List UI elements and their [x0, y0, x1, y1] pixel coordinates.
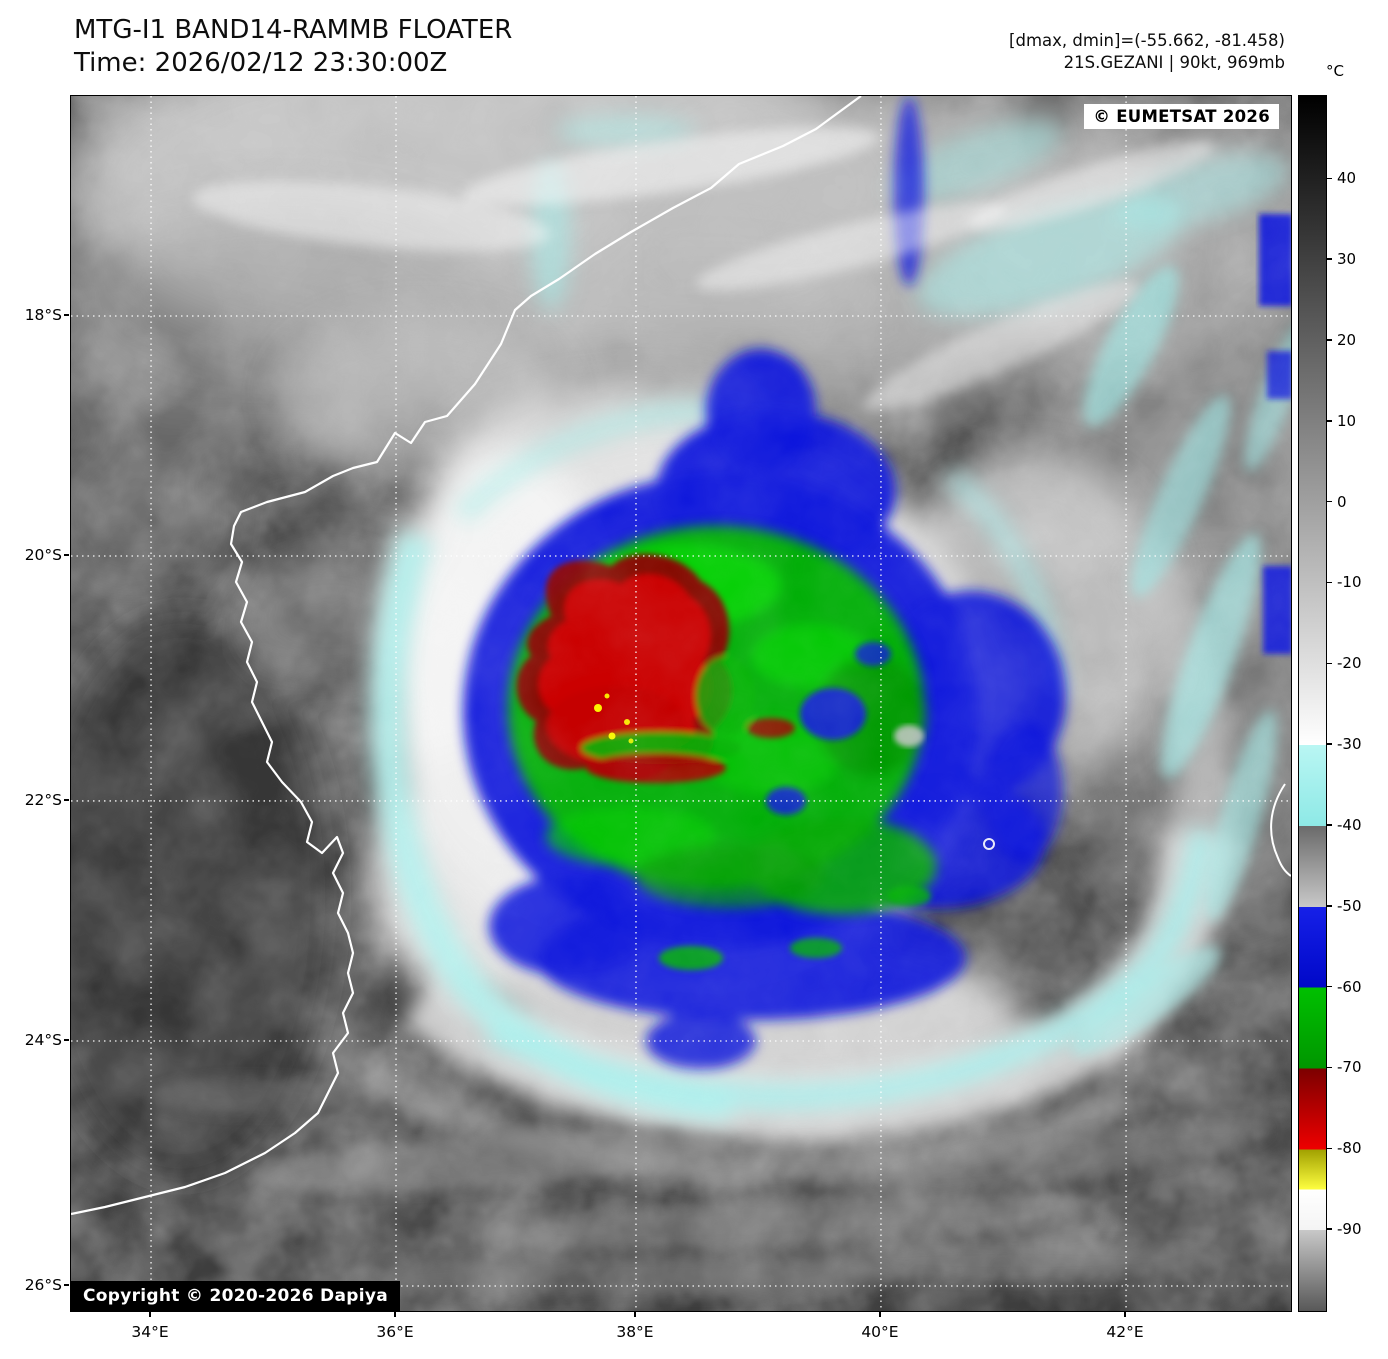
lat-tick-label: 24°S	[24, 1031, 62, 1050]
lon-tick-label: 42°E	[1106, 1323, 1144, 1341]
colorbar-unit-label: °C	[1326, 62, 1344, 80]
lon-tick-label: 34°E	[131, 1323, 169, 1341]
colorbar-tick-label: -60	[1337, 977, 1362, 996]
lon-tick-mark	[1124, 1312, 1126, 1317]
colorbar-tick-label: -40	[1337, 815, 1362, 834]
lon-tick-mark	[394, 1312, 396, 1317]
colorbar-tick-mark	[1327, 662, 1332, 665]
colorbar-tick-mark	[1327, 258, 1332, 260]
colorbar-tick-label: 10	[1337, 411, 1357, 430]
product-title: MTG-I1 BAND14-RAMMB FLOATER	[74, 15, 513, 45]
colorbar-tick-mark	[1327, 743, 1332, 745]
product-timestamp: Time: 2026/02/12 23:30:00Z	[74, 47, 448, 78]
colorbar-tick-label: -50	[1337, 896, 1362, 915]
colorbar-tick-label: -90	[1337, 1220, 1362, 1239]
colorbar-tick-mark	[1327, 985, 1332, 988]
madagascar-coastline	[1270, 783, 1291, 877]
meta-block: [dmax, dmin]=(-55.662, -81.458) 21S.GEZA…	[1009, 30, 1285, 75]
center-fix-marker	[983, 838, 995, 850]
lat-tick-label: 22°S	[24, 790, 62, 809]
dmax-dmin-readout: [dmax, dmin]=(-55.662, -81.458)	[1009, 31, 1285, 50]
satellite-image-panel: © EUMETSAT 2026 Copyright © 2020-2026 Da…	[70, 95, 1292, 1312]
dapiya-copyright-badge: Copyright © 2020-2026 Dapiya	[71, 1281, 400, 1311]
colorbar-tick-mark	[1327, 581, 1332, 584]
colorbar-tick-label: -70	[1337, 1058, 1362, 1077]
colorbar-tick-mark	[1327, 905, 1332, 907]
lat-tick-mark	[64, 799, 69, 801]
storm-readout: 21S.GEZANI | 90kt, 969mb	[1063, 53, 1285, 73]
lon-tick-mark	[149, 1312, 151, 1317]
colorbar-tick-label: -20	[1337, 654, 1362, 673]
lon-tick-label: 38°E	[616, 1323, 654, 1341]
colorbar-tick-label: -10	[1337, 573, 1362, 592]
lat-tick-label: 26°S	[24, 1275, 62, 1294]
lon-tick-label: 40°E	[861, 1323, 899, 1341]
colorbar-tick-label: -30	[1337, 735, 1362, 754]
latlon-gridlines	[71, 96, 1291, 1311]
lon-tick-mark	[634, 1312, 636, 1317]
eumetsat-copyright-badge: © EUMETSAT 2026	[1084, 104, 1279, 129]
lat-tick-mark	[64, 554, 69, 556]
lat-tick-label: 18°S	[24, 306, 62, 325]
satellite-scene	[71, 96, 1291, 1311]
colorbar-tick-mark	[1327, 1147, 1332, 1150]
colorbar-tick-mark	[1327, 1066, 1332, 1069]
colorbar-tick-mark	[1327, 339, 1332, 341]
colorbar-tick-label: 20	[1337, 330, 1357, 349]
colorbar-tick-label: 30	[1337, 250, 1357, 269]
title-block: MTG-I1 BAND14-RAMMB FLOATER Time: 2026/0…	[74, 14, 512, 80]
cloud-texture-overlay	[71, 96, 1291, 1311]
lon-tick-mark	[879, 1312, 881, 1317]
lat-tick-mark	[64, 1284, 69, 1286]
lon-tick-label: 36°E	[376, 1323, 414, 1341]
lat-tick-mark	[64, 1039, 69, 1041]
colorbar-tick-mark	[1327, 420, 1332, 422]
colorbar-tick-mark	[1327, 500, 1332, 503]
colorbar-tick-label: 0	[1337, 492, 1347, 511]
colorbar-tick-mark	[1327, 824, 1332, 826]
colorbar-tick-mark	[1327, 1228, 1332, 1230]
colorbar-tick-label: 40	[1337, 169, 1357, 188]
colorbar	[1298, 95, 1327, 1312]
lat-tick-mark	[64, 314, 69, 316]
coastline-path	[71, 96, 862, 1216]
colorbar-tick-mark	[1327, 177, 1332, 179]
colorbar-tick-label: -80	[1337, 1139, 1362, 1158]
lat-tick-label: 20°S	[24, 545, 62, 564]
